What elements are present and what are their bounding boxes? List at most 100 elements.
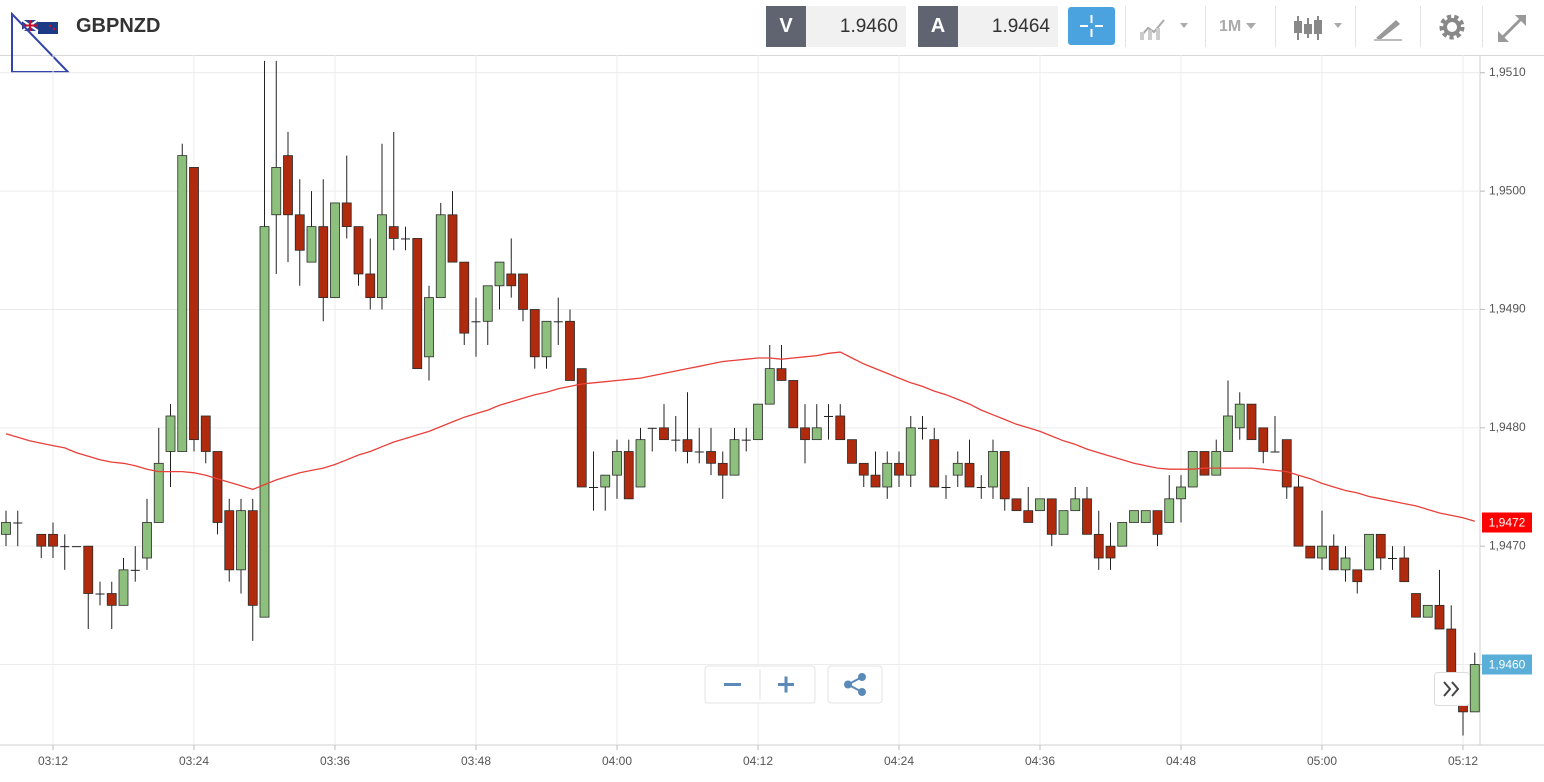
chart-type-button[interactable] [1125,6,1196,47]
zoom-controls [704,665,883,704]
candle-body [1422,604,1433,618]
candle-body [764,368,775,405]
price-badge [1482,654,1532,675]
fullscreen-button[interactable] [1482,6,1543,47]
candle-body [1199,451,1210,476]
candle-body [882,462,893,488]
x-tick-label: 04:12 [743,754,773,768]
x-tick-label: 03:12 [38,754,68,768]
candle-body [494,261,505,287]
candle-body [200,415,211,452]
timeframe-button[interactable]: 1M [1205,6,1273,47]
sell-label[interactable]: V [766,6,806,47]
candle-body [365,273,376,299]
buy-label[interactable]: A [918,6,958,47]
candle-body [753,403,763,441]
crosshair-button[interactable] [1068,7,1115,45]
candle-body [212,451,223,523]
candle-body [694,451,704,453]
symbol: GBPNZD [76,15,161,37]
draw-button[interactable] [1355,6,1421,47]
candle-body [72,546,81,548]
candle-body [1317,545,1327,559]
candle-icon [1294,16,1342,40]
x-tick-label: 03:24 [179,754,209,768]
candle-body [118,569,129,606]
candle-body [999,451,1010,500]
candle-body [482,285,493,322]
candle-body [447,214,458,263]
candle-body [847,439,857,464]
candle-body [506,273,517,287]
candle-body [1058,510,1069,535]
candle-type-button[interactable] [1275,6,1356,47]
candle-body [341,202,352,228]
expand-icon [1498,15,1526,42]
x-tick-label: 05:12 [1448,754,1478,768]
candle-body [377,214,387,299]
buy-price[interactable]: 1.9464 [958,6,1058,47]
x-tick-label: 04:24 [884,754,914,768]
zoom-in[interactable] [778,676,794,693]
candle-body [1328,545,1339,571]
candle-body [1082,498,1092,535]
x-tick-label: 05:00 [1307,754,1337,768]
candle-body [13,522,23,524]
candle-body [1,522,11,535]
candle-body [1093,533,1104,559]
candle-body [224,510,235,571]
y-tick-label: 1,9500 [1489,183,1526,197]
sell-price[interactable]: 1.9460 [806,6,906,47]
candle-body [130,569,140,571]
candle-body [964,462,975,488]
candle-body [1070,498,1081,512]
candle-body [1023,510,1034,523]
candle-body [1293,486,1304,547]
candle-body [306,226,317,263]
candle-body [1270,451,1280,453]
y-tick-label: 1,9510 [1489,65,1526,79]
candle-body [1469,664,1480,713]
settings-button[interactable] [1420,6,1483,47]
share-button[interactable] [827,665,883,704]
candle-body [858,462,869,476]
candle-body [1352,569,1363,583]
gear-icon [1439,14,1465,40]
candle-body [623,451,634,500]
candle-body [682,439,693,452]
candle-body [1258,427,1269,452]
candle-body [48,533,58,547]
candle-body [952,462,963,476]
candle-body [612,451,622,476]
candle-body [529,309,540,358]
candle-body [541,320,552,358]
candle-body [717,462,728,476]
candle-body [1246,403,1257,441]
candle-body [1011,498,1022,512]
candle-body [565,320,575,381]
candle-body [36,533,47,547]
candle-body [83,545,94,594]
candle-body [153,462,164,523]
candle-body [976,486,986,488]
x-tick-label: 04:48 [1166,754,1196,768]
candle-body [647,427,657,429]
candle-body [165,415,176,452]
candle-body [1035,498,1045,512]
candle-body [236,510,246,571]
candle-body [1117,522,1128,547]
timeframe: 1M [1219,18,1242,35]
candle-body [1388,558,1397,560]
candle-body [870,474,881,488]
scroll-end-button[interactable] [1434,672,1470,706]
price-badge-label: 1,9472 [1489,516,1526,530]
candle-body [388,226,399,239]
candle-body [1411,593,1421,618]
candle-body [929,439,940,488]
x-tick-label: 04:00 [602,754,632,768]
candle-body [1046,498,1057,535]
header: GBPNZD V 1.9460 A 1.9464 1M [0,0,1544,73]
candle-body [941,486,951,488]
candle-body [800,427,810,441]
